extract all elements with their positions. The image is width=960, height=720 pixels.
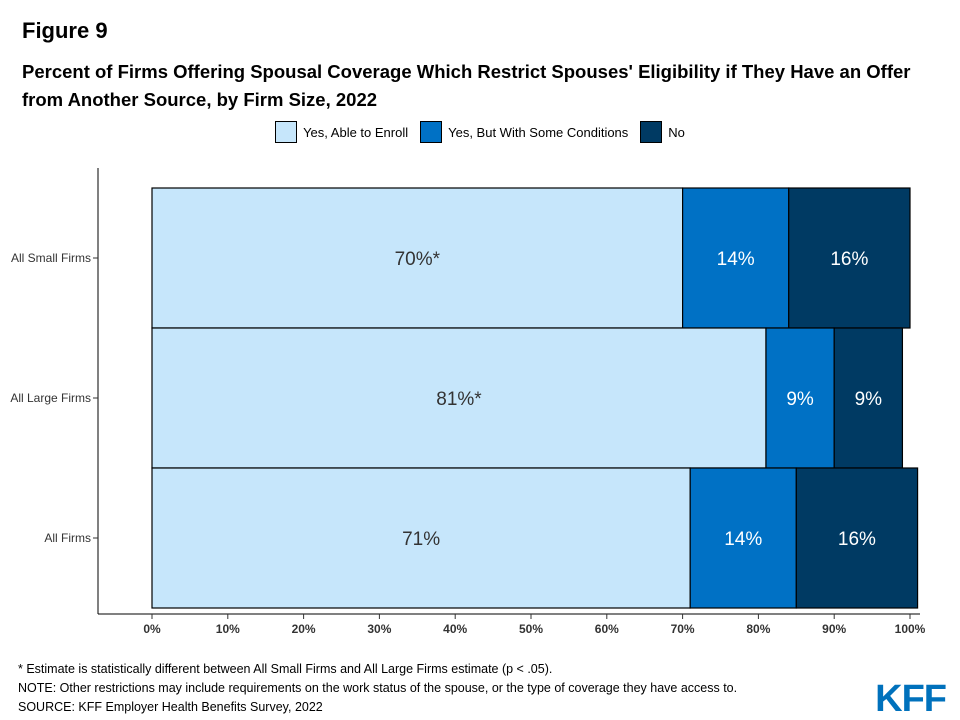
legend-swatch-no (640, 121, 663, 143)
legend: Yes, Able to Enroll Yes, But With Some C… (0, 119, 960, 145)
x-tick-label: 70% (671, 622, 695, 636)
data-label: 16% (838, 529, 876, 550)
x-tick-label: 30% (367, 622, 391, 636)
bar-segment (788, 187, 911, 329)
data-label: 14% (724, 529, 762, 550)
x-tick-label: 40% (443, 622, 467, 636)
y-tick-label: All Large Firms (10, 391, 91, 405)
data-label: 9% (855, 389, 883, 410)
legend-swatch-able-to-enroll (275, 121, 298, 143)
footnote-significance: * Estimate is statistically different be… (18, 662, 553, 676)
x-tick-label: 60% (595, 622, 619, 636)
kff-logo: KFF (875, 678, 947, 720)
data-label: 71% (402, 529, 440, 550)
bar-segment (151, 327, 767, 469)
data-label: 16% (830, 249, 868, 270)
legend-item-able-to-enroll: Yes, Able to Enroll (275, 121, 408, 143)
legend-swatch-some-conditions (420, 121, 443, 143)
footnote-source: SOURCE: KFF Employer Health Benefits Sur… (18, 700, 323, 714)
legend-item-some-conditions: Yes, But With Some Conditions (420, 121, 628, 143)
figure-label: Figure 9 (22, 18, 108, 43)
footnote-note: NOTE: Other restrictions may include req… (18, 681, 738, 695)
chart-title: Percent of Firms Offering Spousal Covera… (22, 61, 911, 110)
x-tick-label: 90% (822, 622, 846, 636)
x-tick-label: 100% (895, 622, 926, 636)
legend-label-able-to-enroll: Yes, Able to Enroll (303, 124, 409, 140)
bar-segment (681, 187, 790, 329)
legend-label-some-conditions: Yes, But With Some Conditions (448, 124, 629, 140)
x-tick-label: 20% (292, 622, 316, 636)
data-label: 9% (786, 389, 814, 410)
data-label: 70%* (395, 249, 441, 270)
x-tick-label: 10% (216, 622, 240, 636)
bar-segment (795, 467, 919, 609)
bar-segment (833, 327, 904, 469)
data-label: 81%* (436, 389, 482, 410)
x-tick-label: 0% (143, 622, 161, 636)
x-tick-label: 80% (746, 622, 770, 636)
y-tick-label: All Small Firms (11, 251, 91, 265)
bar-segment (151, 467, 691, 609)
x-tick-label: 50% (519, 622, 543, 636)
legend-label-no: No (668, 124, 685, 140)
footnotes: * Estimate is statistically different be… (18, 660, 737, 717)
y-tick-label: All Firms (44, 531, 91, 545)
bar-chart: 0% 10% 20% 30% 40% 50% 60% 70% 80% 90% 100% All Sma… (10, 168, 926, 636)
legend-item-no: No (640, 121, 685, 143)
data-label: 14% (717, 249, 755, 270)
